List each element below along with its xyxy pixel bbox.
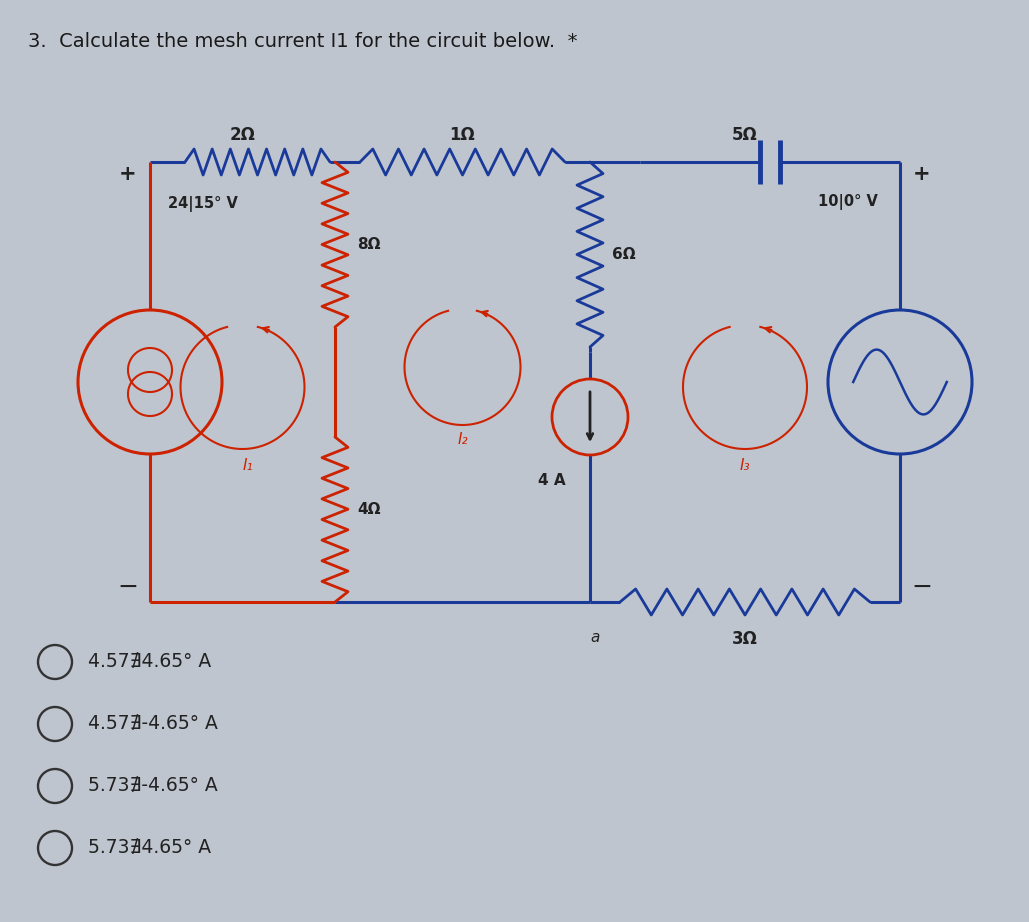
Text: 5Ω: 5Ω	[732, 126, 758, 144]
Text: 3.  Calculate the mesh current I1 for the circuit below.  *: 3. Calculate the mesh current I1 for the…	[28, 32, 577, 51]
Text: +: +	[119, 164, 137, 184]
Text: 1Ω: 1Ω	[450, 126, 475, 144]
Text: I₁: I₁	[242, 457, 253, 472]
Text: 4.57∄4.65° A: 4.57∄4.65° A	[88, 653, 211, 671]
Text: 5.73∄4.65° A: 5.73∄4.65° A	[88, 838, 211, 857]
Text: 10|0° V: 10|0° V	[818, 194, 878, 210]
Text: +: +	[913, 164, 931, 184]
Text: 4 A: 4 A	[538, 473, 566, 488]
Text: 2Ω: 2Ω	[229, 126, 255, 144]
Text: 24|15° V: 24|15° V	[168, 196, 238, 212]
Text: 4Ω: 4Ω	[357, 502, 381, 517]
Text: 8Ω: 8Ω	[357, 237, 381, 252]
Text: −: −	[912, 575, 932, 599]
Text: I₂: I₂	[457, 431, 468, 446]
Text: 6Ω: 6Ω	[612, 247, 636, 262]
Text: 5.73∄-4.65° A: 5.73∄-4.65° A	[88, 776, 218, 796]
Text: a: a	[591, 630, 600, 645]
Text: 4.57∄-4.65° A: 4.57∄-4.65° A	[88, 715, 218, 734]
Text: I₃: I₃	[740, 457, 750, 472]
Text: 3Ω: 3Ω	[732, 630, 758, 648]
Text: −: −	[117, 575, 139, 599]
